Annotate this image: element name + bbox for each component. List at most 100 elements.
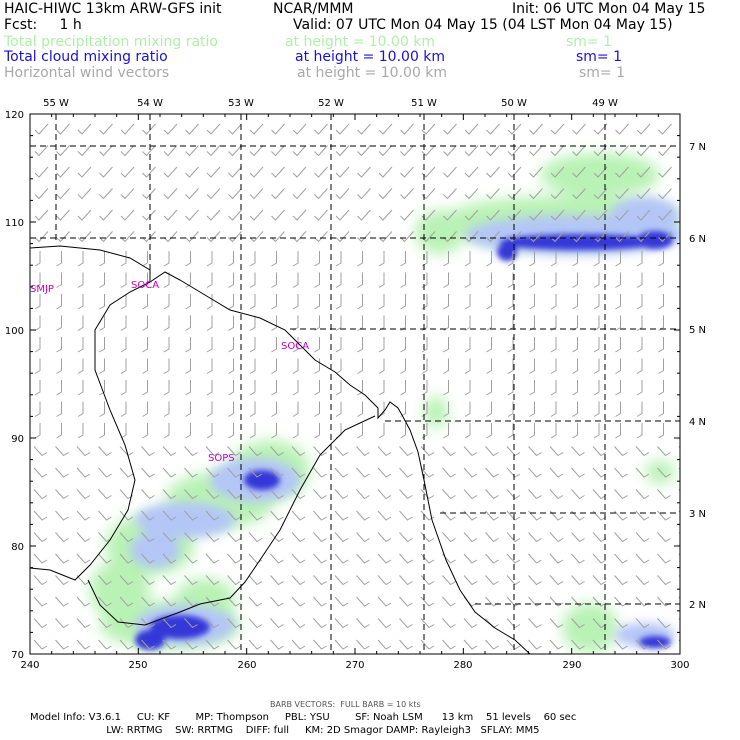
wind-barb — [206, 380, 213, 396]
wind-barb — [162, 489, 177, 500]
wind-barb — [120, 358, 127, 374]
wind-barb — [249, 188, 264, 200]
wind-barb — [120, 251, 127, 267]
wind-barb — [314, 315, 320, 331]
wind-barb — [356, 596, 370, 607]
wind-barb — [335, 272, 342, 288]
wind-barb — [249, 294, 256, 310]
y-tick-label: 100 — [5, 326, 24, 337]
wind-barb — [249, 423, 256, 439]
wind-barb — [98, 596, 112, 607]
wind-barb — [185, 231, 199, 243]
wind-barb — [120, 423, 127, 439]
wind-barb — [679, 437, 680, 438]
wind-barb — [550, 294, 557, 310]
wind-barb — [334, 532, 349, 543]
wind-barb — [420, 575, 435, 586]
wind-barb — [486, 166, 500, 178]
wind-barb — [335, 315, 342, 331]
wind-barb — [141, 639, 155, 650]
wind-barb — [549, 467, 564, 478]
wind-barb — [292, 231, 307, 243]
wind-barb — [463, 446, 478, 457]
wind-barb — [657, 618, 671, 629]
wind-barb — [357, 123, 371, 135]
wind-barb — [658, 337, 664, 353]
wind-barb — [227, 489, 241, 500]
wind-barb — [485, 467, 499, 478]
wind-barb — [119, 532, 134, 543]
wind-barb — [593, 145, 608, 157]
wind-barb — [486, 380, 492, 396]
wind-barb — [357, 272, 363, 288]
wind-barb — [141, 553, 155, 564]
wind-barb — [206, 145, 221, 157]
wind-barb — [678, 446, 680, 449]
model-title: HAIC-HIWC 13km ARW-GFS init — [4, 1, 222, 17]
wind-barb — [529, 358, 535, 374]
wind-barb — [571, 618, 585, 629]
wind-barb — [228, 380, 234, 396]
wind-barb — [249, 358, 256, 374]
wind-barb — [248, 639, 263, 650]
wind-barb — [658, 251, 664, 267]
wind-barb — [357, 145, 371, 157]
wind-barb — [463, 618, 478, 629]
wind-barb — [313, 618, 327, 629]
x-tick-label: 280 — [453, 660, 472, 671]
wind-barb — [142, 423, 148, 439]
lon-label: 49 W — [592, 98, 618, 109]
wind-barb — [184, 596, 198, 607]
wind-barb — [658, 123, 672, 135]
station-labels: SMJP SOCA SOCA SOPS — [30, 280, 309, 464]
field-cloud-height: at height = 10.00 km — [295, 49, 446, 65]
wind-barb — [679, 394, 680, 395]
wind-barb — [485, 510, 499, 521]
wind-barb — [464, 123, 479, 135]
wind-barb — [356, 532, 370, 543]
barb-legend: BARB VECTORS: FULL BARB = 10 kts — [270, 700, 421, 709]
wind-barb — [270, 618, 284, 629]
wind-barb — [486, 337, 492, 353]
wind-barb — [592, 618, 607, 629]
wind-barb — [572, 145, 586, 157]
wind-barb — [162, 618, 177, 629]
wind-barb — [227, 575, 241, 586]
wind-barb — [206, 358, 213, 374]
wind-barb — [399, 575, 413, 586]
wind-barb — [464, 231, 479, 243]
wind-barb — [185, 315, 191, 331]
wind-barb — [142, 231, 156, 243]
wind-barb — [334, 510, 349, 521]
wind-barb — [679, 265, 680, 266]
wind-barb — [120, 272, 127, 288]
wind-barb — [314, 337, 320, 353]
wind-barb — [463, 575, 478, 586]
wind-barb — [314, 272, 320, 288]
wind-barb — [572, 188, 586, 200]
wind-barb — [228, 231, 242, 243]
wind-barb — [443, 209, 457, 221]
wind-barb — [421, 209, 436, 221]
wind-barb — [572, 272, 578, 288]
wind-barb — [163, 358, 170, 374]
wind-barb — [34, 209, 49, 221]
wind-barb — [185, 272, 191, 288]
wind-barb — [507, 145, 522, 157]
wind-barb — [593, 209, 608, 221]
wind-barb — [486, 231, 500, 243]
wind-barb — [55, 575, 69, 586]
wind-barb — [55, 639, 69, 650]
wind-barb — [292, 209, 307, 221]
wind-barb — [636, 166, 651, 178]
wind-barb — [636, 251, 643, 267]
wind-barb — [98, 446, 112, 457]
wind-barb — [33, 618, 48, 629]
wind-barb — [271, 123, 285, 135]
latlon-grid — [30, 114, 680, 654]
wind-barb — [76, 467, 91, 478]
wind-barb — [377, 618, 392, 629]
wind-barb — [56, 337, 62, 353]
wind-barb — [658, 145, 672, 157]
